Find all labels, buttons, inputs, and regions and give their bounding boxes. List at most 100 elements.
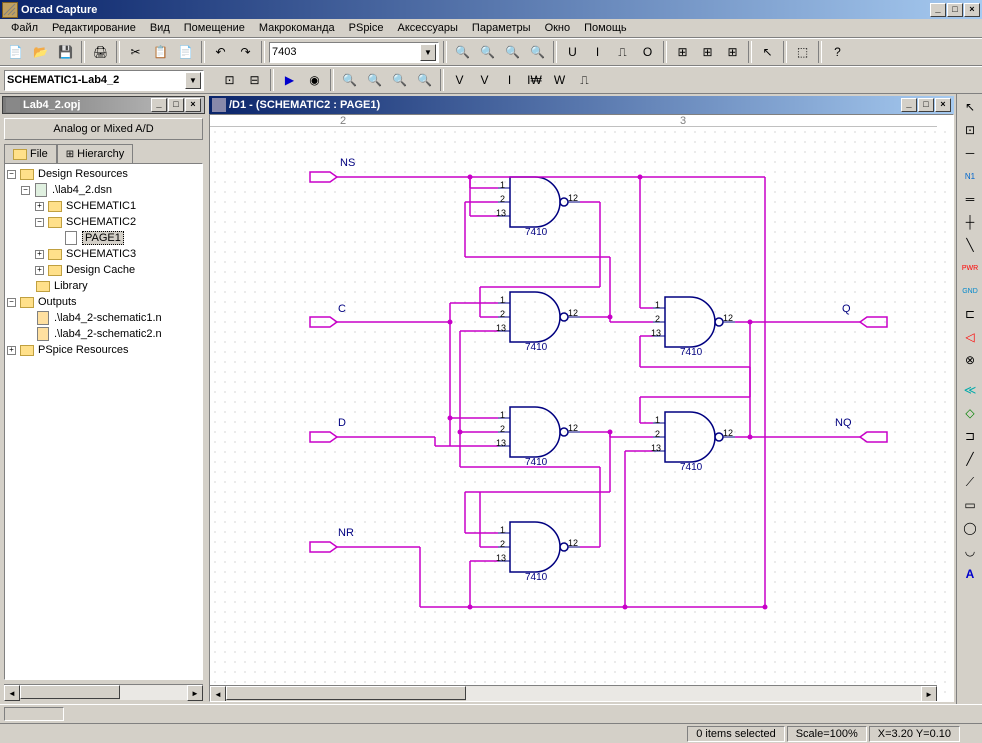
offpage-tool[interactable]: ◁ [959,326,981,348]
collapse-icon[interactable]: − [7,298,16,307]
text-tool[interactable]: A [959,563,981,585]
proj-max-button[interactable]: □ [168,98,184,112]
print-button[interactable]: 🖨 [89,41,112,63]
open-button[interactable]: 📂 [29,41,52,63]
schematic-dropdown-icon[interactable]: ▼ [185,72,201,89]
probe-v-button[interactable]: 🔍 [338,69,361,91]
proj-close-button[interactable]: × [185,98,201,112]
tree-design-resources[interactable]: −Design Resources [7,166,200,182]
expand-icon[interactable]: + [35,202,44,211]
expand-icon[interactable]: + [35,250,44,259]
scroll-right-icon[interactable]: ► [921,686,937,702]
menu-edit[interactable]: Редактирование [45,20,143,36]
schem-close-button[interactable]: × [935,98,951,112]
tool-help-button[interactable]: ? [826,41,849,63]
tree-out1[interactable]: .\lab4_2-schematic1.n [7,310,200,326]
resize-grip[interactable] [962,726,978,742]
ellipse-tool[interactable]: ◯ [959,517,981,539]
marker-i-button[interactable]: I [498,69,521,91]
tool-grid2-button[interactable]: ⊞ [696,41,719,63]
menu-pspice[interactable]: PSpice [342,20,391,36]
tool-u-button[interactable]: U [561,41,584,63]
tab-hierarchy[interactable]: ⊞Hierarchy [57,144,133,163]
menu-help[interactable]: Помощь [577,20,634,36]
tool-grid1-button[interactable]: ⊞ [671,41,694,63]
schematic-combo[interactable]: ▼ [4,70,204,91]
save-button[interactable]: 💾 [54,41,77,63]
menu-window[interactable]: Окно [538,20,578,36]
schem-max-button[interactable]: □ [918,98,934,112]
tree-design-cache[interactable]: +Design Cache [7,262,200,278]
close-button[interactable]: × [964,3,980,17]
undo-button[interactable]: ↶ [209,41,232,63]
scroll-right-icon[interactable]: ► [187,685,203,701]
zoom-all-button[interactable]: 🔍 [526,41,549,63]
tree-schematic1[interactable]: +SCHEMATIC1 [7,198,200,214]
tree-pspice[interactable]: +PSpice Resources [7,342,200,358]
minimize-button[interactable]: _ [930,3,946,17]
busentry-tool[interactable]: ╲ [959,234,981,256]
probe-w-button[interactable]: 🔍 [388,69,411,91]
noconnect-tool[interactable]: ⊗ [959,349,981,371]
scroll-left-icon[interactable]: ◄ [4,685,20,701]
redo-button[interactable]: ↷ [234,41,257,63]
net-tool[interactable]: N1 [959,165,981,187]
marker-vd-button[interactable]: V [473,69,496,91]
sim-profile-button[interactable]: ⊡ [218,69,241,91]
zoom-out-button[interactable]: 🔍 [476,41,499,63]
part-input[interactable] [272,46,420,58]
hier-pin-tool[interactable]: ◇ [959,402,981,424]
rect-tool[interactable]: ▭ [959,494,981,516]
tree-dsn[interactable]: −.\lab4_2.dsn [7,182,200,198]
project-tree[interactable]: −Design Resources −.\lab4_2.dsn +SCHEMAT… [4,163,203,680]
sim-edit-button[interactable]: ⊟ [243,69,266,91]
hier-port-tool[interactable]: ⊏ [959,303,981,325]
tree-schematic2[interactable]: −SCHEMATIC2 [7,214,200,230]
probe-i-button[interactable]: 🔍 [363,69,386,91]
tool-i1-button[interactable]: I [586,41,609,63]
schematic-input[interactable] [7,74,185,86]
tree-schematic3[interactable]: +SCHEMATIC3 [7,246,200,262]
marker-v-button[interactable]: V [448,69,471,91]
line-tool[interactable]: ╱ [959,448,981,470]
menu-macro[interactable]: Макрокоманда [252,20,342,36]
zoom-area-button[interactable]: 🔍 [501,41,524,63]
wire-tool[interactable]: ─ [959,142,981,164]
menu-file[interactable]: Файл [4,20,45,36]
polyline-tool[interactable]: ⟋ [959,471,981,493]
collapse-icon[interactable]: − [21,186,30,195]
schematic-canvas[interactable]: 2 3 [209,114,954,702]
maximize-button[interactable]: □ [947,3,963,17]
marker-w-button[interactable]: W [548,69,571,91]
tree-library[interactable]: Library [7,278,200,294]
tree-page1[interactable]: PAGE1 [7,230,200,246]
tool-grid3-button[interactable]: ⊞ [721,41,744,63]
bus-tool[interactable]: ═ [959,188,981,210]
tree-hscroll[interactable]: ◄ ► [4,684,203,700]
marker-iw-button[interactable]: I₩ [523,69,546,91]
hier-port2-tool[interactable]: ⊐ [959,425,981,447]
collapse-icon[interactable]: − [7,170,16,179]
probe-d-button[interactable]: 🔍 [413,69,436,91]
proj-min-button[interactable]: _ [151,98,167,112]
tree-outputs[interactable]: −Outputs [7,294,200,310]
zoom-in-button[interactable]: 🔍 [451,41,474,63]
part-combo[interactable]: ▼ [269,42,439,63]
tool-hier-button[interactable]: ⬚ [791,41,814,63]
junction-tool[interactable]: ┼ [959,211,981,233]
scroll-left-icon[interactable]: ◄ [210,686,226,702]
schem-min-button[interactable]: _ [901,98,917,112]
expand-icon[interactable]: + [7,346,16,355]
power-tool[interactable]: PWR [959,257,981,279]
run-button[interactable]: ▶ [278,69,301,91]
menu-view[interactable]: Вид [143,20,177,36]
canvas-hscroll[interactable]: ◄ ► [210,685,937,701]
tool-o-button[interactable]: O [636,41,659,63]
select-tool[interactable]: ↖ [959,96,981,118]
new-button[interactable]: 📄 [4,41,27,63]
expand-icon[interactable]: + [35,266,44,275]
marker-wd-button[interactable]: ⎍ [573,69,596,91]
ground-tool[interactable]: GND [959,280,981,302]
paste-button[interactable]: 📄 [174,41,197,63]
bottom-tab[interactable] [4,707,64,721]
